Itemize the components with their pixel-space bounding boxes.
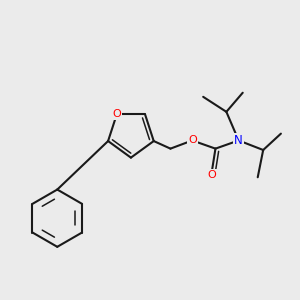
Text: O: O	[207, 169, 216, 179]
Text: O: O	[188, 136, 197, 146]
Text: O: O	[112, 109, 121, 119]
Text: N: N	[234, 134, 243, 147]
